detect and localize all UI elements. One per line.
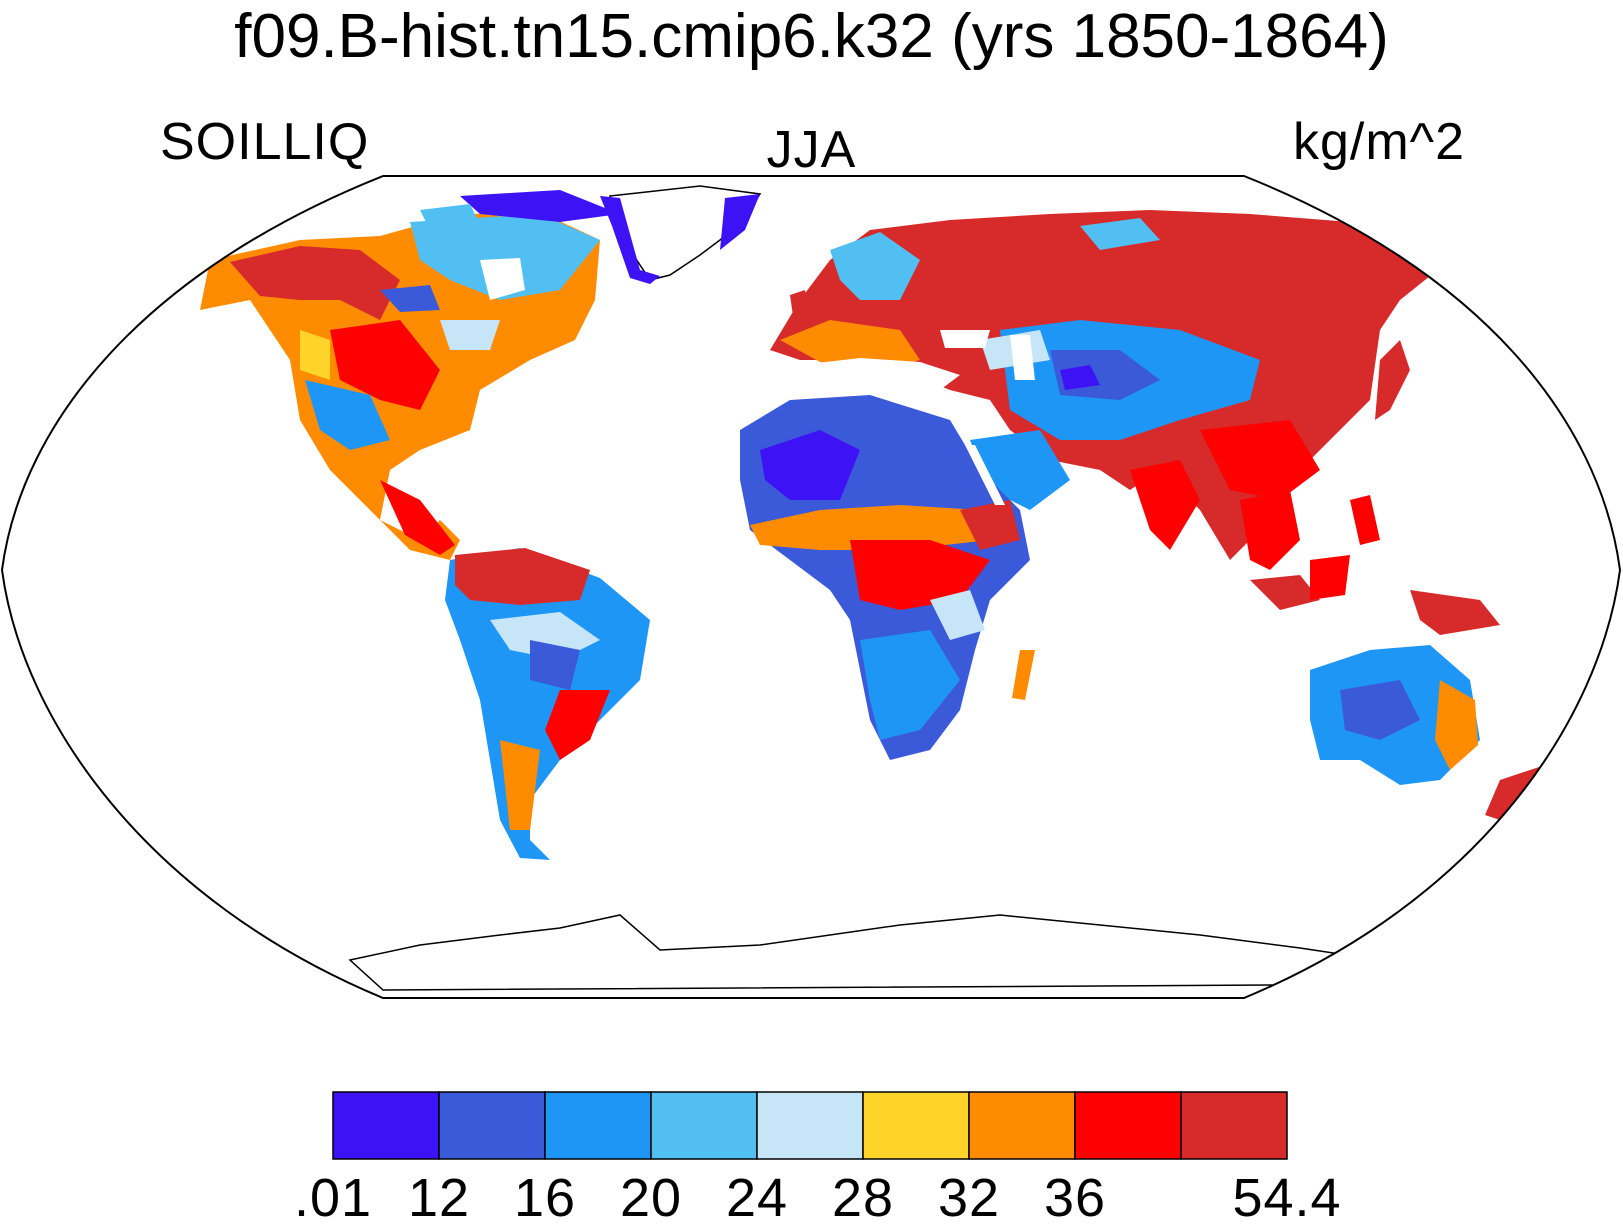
central-america-red: [380, 480, 455, 555]
na-yellow: [300, 330, 330, 380]
legend-tick-label: 32: [937, 1168, 1001, 1228]
sa-lightblue: [490, 612, 600, 660]
legend-tick-label: 36: [1043, 1168, 1107, 1228]
sa-red-east: [545, 690, 610, 760]
east-africa-lightblue: [930, 590, 985, 640]
australia-east-red: [1435, 680, 1478, 770]
southern-africa-blue: [860, 630, 960, 740]
legend-swatch-9: [1180, 1091, 1288, 1160]
black-sea: [940, 330, 990, 348]
indochina-red: [1240, 490, 1300, 570]
na-blue-north: [410, 214, 600, 300]
hudson-bay: [480, 258, 525, 300]
uk: [790, 290, 810, 330]
philippines: [1350, 495, 1380, 545]
units-label: kg/m^2: [1292, 113, 1465, 171]
sa-blue-central: [530, 640, 580, 690]
na-blue-southwest: [305, 380, 390, 450]
na-red-west: [230, 246, 400, 320]
legend-swatch-8: [1074, 1091, 1182, 1160]
legend-tick-label: 16: [513, 1168, 577, 1228]
sahel-orange: [750, 505, 990, 550]
globe-outline: [0, 175, 1622, 999]
legend-swatch-1: [332, 1091, 440, 1160]
arctic-islands: [460, 190, 620, 222]
indonesia-red: [1250, 575, 1320, 610]
new-guinea: [1410, 590, 1500, 635]
madagascar: [1012, 650, 1035, 700]
ethiopia-red: [960, 500, 1020, 550]
legend-tick-label: 54.4: [1232, 1168, 1342, 1228]
land-field: [200, 185, 1555, 991]
legend-tick-label: 28: [831, 1168, 895, 1228]
legend-swatch-2: [438, 1091, 546, 1160]
central-africa-red: [850, 540, 990, 610]
sahara-deep: [760, 430, 860, 500]
siberia-lightblue: [1080, 218, 1160, 250]
legend-swatch-3: [544, 1091, 652, 1160]
greenland-edge-east: [720, 194, 760, 250]
central-asia-deep: [1060, 365, 1100, 390]
sa-orange-south: [500, 740, 540, 830]
borneo-red: [1310, 555, 1350, 600]
na-red-central: [330, 320, 440, 410]
legend-tick-label: 24: [725, 1168, 789, 1228]
legend-swatch-7: [968, 1091, 1076, 1160]
japan: [1375, 340, 1410, 420]
australia-dark: [1340, 680, 1420, 740]
europe-orange: [780, 320, 920, 370]
mediterranean: [800, 358, 960, 390]
china-red: [1200, 420, 1320, 500]
legend-tick-label: 20: [619, 1168, 683, 1228]
variable-label: SOILLIQ: [160, 113, 370, 171]
map-title: f09.B-hist.tn15.cmip6.k32 (yrs 1850-1864…: [234, 2, 1389, 71]
sa-red-amazon: [455, 548, 590, 605]
legend-tick-label: 12: [407, 1168, 471, 1228]
na-blue-canada: [380, 285, 440, 312]
greenland-edge: [600, 196, 660, 284]
caspian-sea: [1010, 335, 1035, 380]
india-red: [1130, 460, 1200, 550]
season-label: JJA: [766, 121, 857, 179]
scandinavia-blue: [830, 232, 920, 300]
legend-tick-label: .01: [293, 1168, 373, 1228]
red-sea: [965, 445, 1005, 505]
legend-swatch-5: [756, 1091, 864, 1160]
na-lightblue-mid: [440, 320, 500, 350]
legend-swatch-4: [650, 1091, 758, 1160]
legend-swatch-6: [862, 1091, 970, 1160]
arctic-islands-blue: [420, 204, 480, 230]
